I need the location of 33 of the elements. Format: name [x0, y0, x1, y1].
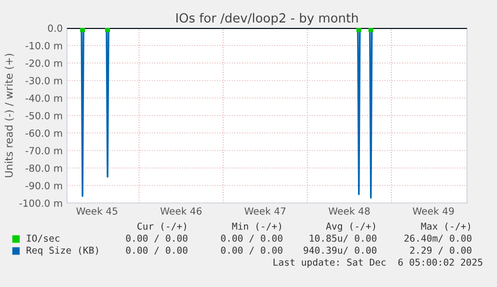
text: 0.00 / 0.00: [126, 246, 188, 255]
y-tick-label: -50.0 m: [26, 112, 62, 120]
text: Max (-/+): [421, 222, 470, 231]
y-tick-label: 0.0: [48, 24, 62, 32]
x-tick-label: Week 47: [244, 207, 286, 215]
y-tick-label: -20.0 m: [26, 59, 62, 67]
x-tick-label: Week 48: [328, 207, 370, 215]
y-tick-label: -60.0 m: [26, 129, 62, 137]
chart-title: IOs for /dev/loop2 - by month: [176, 12, 358, 26]
legend-label: Req Size (KB): [26, 246, 98, 256]
text: Avg (-/+): [326, 222, 376, 232]
y-tick-label: -70.0 m: [26, 146, 62, 154]
text: 2.29 / 0.00: [410, 246, 472, 255]
x-tick-label: Week 49: [412, 207, 454, 215]
y-tick-label: -100.0 m: [19, 199, 62, 207]
text: 10.85u/ 0.00: [310, 234, 376, 243]
text: 0.00 / 0.00: [221, 234, 282, 243]
y-tick-label: -30.0 m: [26, 76, 62, 84]
text: 0.00 / 0.00: [126, 234, 188, 243]
legend-label: IO/sec: [26, 234, 60, 243]
y-tick-label: -90.0 m: [26, 182, 62, 190]
y-axis-title: Units read (-) / write (+): [4, 54, 14, 178]
y-tick-label: -10.0 m: [26, 42, 62, 50]
text: Cur (-/+): [137, 222, 186, 231]
x-tick-label: Week 45: [76, 207, 118, 215]
text: 0.00 / 0.00: [221, 246, 282, 255]
text: Last update: Sat Dec 6 05:00:02 2025: [274, 258, 482, 268]
y-tick-label: -40.0 m: [26, 94, 62, 102]
text: 940.39u/ 0.00: [304, 246, 376, 255]
text: Min (-/+): [232, 222, 282, 231]
text: 26.40m/ 0.00: [404, 234, 472, 243]
y-tick-label: -80.0 m: [26, 164, 62, 172]
x-tick-label: Week 46: [160, 207, 202, 215]
